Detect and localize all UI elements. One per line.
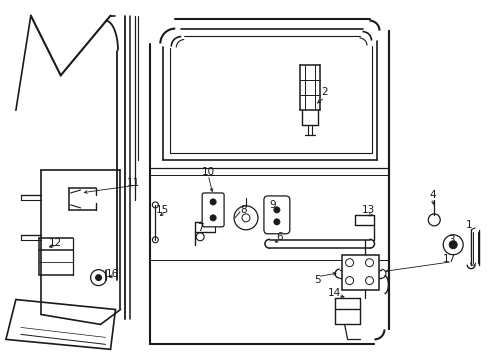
Text: 2: 2 xyxy=(321,87,327,97)
Circle shape xyxy=(210,199,216,205)
Text: 9: 9 xyxy=(269,200,276,210)
Text: 15: 15 xyxy=(155,205,168,215)
Text: 8: 8 xyxy=(240,205,247,215)
Circle shape xyxy=(210,215,216,221)
Circle shape xyxy=(448,241,456,249)
FancyBboxPatch shape xyxy=(202,193,224,227)
Text: 16: 16 xyxy=(106,269,119,279)
Text: 1: 1 xyxy=(465,220,471,230)
Text: 13: 13 xyxy=(361,205,374,215)
Text: 6: 6 xyxy=(276,232,283,242)
Text: 17: 17 xyxy=(442,254,455,264)
Text: 4: 4 xyxy=(428,190,435,200)
Text: 14: 14 xyxy=(327,288,341,298)
FancyBboxPatch shape xyxy=(341,255,379,289)
FancyBboxPatch shape xyxy=(264,196,289,234)
Text: 12: 12 xyxy=(49,238,62,248)
Text: 11: 11 xyxy=(126,178,140,188)
Text: 10: 10 xyxy=(201,167,214,177)
Circle shape xyxy=(273,219,279,225)
Text: 5: 5 xyxy=(314,275,321,285)
Circle shape xyxy=(95,275,102,280)
Circle shape xyxy=(273,207,279,213)
Text: 3: 3 xyxy=(447,235,453,245)
Text: 7: 7 xyxy=(197,223,203,233)
